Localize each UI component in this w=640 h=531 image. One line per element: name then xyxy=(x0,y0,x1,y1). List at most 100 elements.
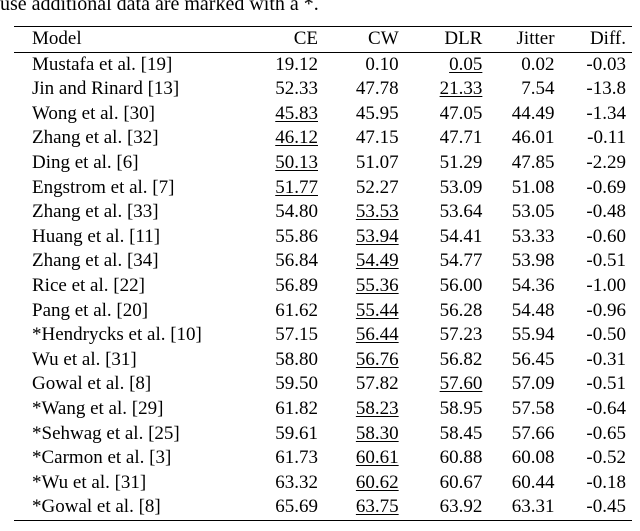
cw-cell: 45.95 xyxy=(355,102,399,124)
ce-cell: 65.69 xyxy=(275,496,318,518)
diff-cell: -0.51 xyxy=(586,250,626,272)
underlined-value: 55.44 xyxy=(355,299,399,321)
table-row: Rice et al. [22] 56.89 55.36 56.00 54.36 -1.0… xyxy=(14,274,632,299)
ce-cell: 59.50 xyxy=(275,373,318,395)
jitter-cell: 57.09 xyxy=(511,373,555,395)
model-cell: Wong et al. [30] xyxy=(32,102,155,124)
diff-cell: -0.18 xyxy=(586,471,626,493)
diff-cell: -0.64 xyxy=(586,397,626,419)
jitter-cell: 63.31 xyxy=(511,496,555,518)
table-row: Ding et al. [6] 50.13 51.07 51.29 47.85 -2.29 xyxy=(14,151,632,176)
table-row: Engstrom et al. [7] 51.77 52.27 53.09 51.08 -… xyxy=(14,176,632,201)
ce-cell: 61.82 xyxy=(275,397,318,419)
dlr-cell: 47.05 xyxy=(439,102,483,124)
diff-cell: -0.45 xyxy=(586,496,626,518)
diff-cell: -0.51 xyxy=(586,373,626,395)
cw-cell: 58.30 xyxy=(318,422,399,447)
cw-cell: 55.36 xyxy=(318,274,399,299)
underlined-value: 50.13 xyxy=(275,151,318,173)
table-row: Wong et al. [30] 45.83 45.95 47.05 44.49 -1.3… xyxy=(14,102,632,127)
diff-cell: -0.03 xyxy=(586,53,626,75)
model-cell: Wu et al. [31] xyxy=(32,348,137,370)
cw-cell: 60.61 xyxy=(318,446,399,471)
cw-cell: 47.15 xyxy=(355,127,399,149)
underlined-value: 60.62 xyxy=(355,471,399,493)
table-row: Huang et al. [11] 55.86 53.94 54.41 53.33 -0.… xyxy=(14,225,632,250)
model-cell: Huang et al. [11] xyxy=(32,225,161,247)
model-cell: Zhang et al. [34] xyxy=(32,250,159,272)
header-cw: CW xyxy=(368,28,399,49)
ce-cell: 46.12 xyxy=(240,126,318,151)
diff-cell: -1.00 xyxy=(586,274,626,296)
jitter-cell: 51.08 xyxy=(511,176,555,198)
diff-cell: -2.29 xyxy=(586,151,626,173)
jitter-cell: 53.98 xyxy=(511,250,555,272)
underlined-value: 21.33 xyxy=(439,78,483,100)
ce-cell: 50.13 xyxy=(240,151,318,176)
dlr-cell: 58.45 xyxy=(439,422,483,444)
jitter-cell: 56.45 xyxy=(511,348,555,370)
dlr-cell: 54.41 xyxy=(439,225,483,247)
model-cell: *Sehwag et al. [25] xyxy=(32,422,180,444)
underlined-value: 60.61 xyxy=(355,447,399,469)
dlr-cell: 51.29 xyxy=(439,151,483,173)
model-cell: *Hendrycks et al. [10] xyxy=(32,324,202,346)
jitter-cell: 57.58 xyxy=(511,397,555,419)
diff-cell: -0.69 xyxy=(586,176,626,198)
model-cell: *Wu et al. [31] xyxy=(32,471,147,493)
table-row: *Wu et al. [31] 63.32 60.62 60.67 60.44 -0.18 xyxy=(14,471,632,496)
jitter-cell: 44.49 xyxy=(511,102,555,124)
cw-cell: 47.78 xyxy=(355,78,399,100)
diff-cell: -0.11 xyxy=(587,127,626,149)
model-cell: *Wang et al. [29] xyxy=(32,397,164,419)
model-cell: Engstrom et al. [7] xyxy=(32,176,175,198)
underlined-value: 58.23 xyxy=(355,397,399,419)
dlr-cell: 53.09 xyxy=(439,176,483,198)
table-row: Gowal et al. [8] 59.50 57.82 57.60 57.09 -0.5… xyxy=(14,372,632,397)
diff-cell: -1.34 xyxy=(586,102,626,124)
cw-cell: 55.44 xyxy=(318,299,399,324)
jitter-cell: 57.66 xyxy=(511,422,555,444)
jitter-cell: 53.33 xyxy=(511,225,555,247)
header-diff: Diff. xyxy=(589,28,626,49)
cw-cell: 52.27 xyxy=(355,176,399,198)
ce-cell: 61.62 xyxy=(275,299,318,321)
ce-cell: 19.12 xyxy=(275,53,318,75)
ce-cell: 61.73 xyxy=(275,447,318,469)
dlr-cell: 57.23 xyxy=(439,324,483,346)
table-row: Mustafa et al. [19] 19.12 0.10 0.05 0.02 -0.0… xyxy=(14,52,632,77)
cw-cell: 56.76 xyxy=(318,348,399,373)
jitter-cell: 60.08 xyxy=(511,447,555,469)
ce-cell: 58.80 xyxy=(275,348,318,370)
cw-cell: 63.75 xyxy=(318,495,399,520)
diff-cell: -13.8 xyxy=(586,78,626,100)
jitter-cell: 53.05 xyxy=(511,201,555,223)
diff-cell: -0.31 xyxy=(586,348,626,370)
header-jitter: Jitter xyxy=(516,28,555,49)
table-row: *Carmon et al. [3] 61.73 60.61 60.88 60.08 -0… xyxy=(14,446,632,471)
results-table: Model CE CW DLR Jitter Diff. Mustafa et … xyxy=(14,26,632,521)
jitter-cell: 47.85 xyxy=(511,151,555,173)
table-row: Wu et al. [31] 58.80 56.76 56.82 56.45 -0.31 xyxy=(14,348,632,373)
dlr-cell: 53.64 xyxy=(439,201,483,223)
model-cell: Zhang et al. [32] xyxy=(32,127,159,149)
ce-cell: 52.33 xyxy=(275,78,318,100)
ce-cell: 55.86 xyxy=(275,225,318,247)
cw-cell: 57.82 xyxy=(355,373,399,395)
model-cell: Pang et al. [20] xyxy=(32,299,149,321)
underlined-value: 57.60 xyxy=(439,373,483,395)
underlined-value: 53.94 xyxy=(355,225,399,247)
ce-cell: 51.77 xyxy=(240,176,318,201)
dlr-cell: 56.28 xyxy=(439,299,483,321)
jitter-cell: 54.48 xyxy=(511,299,555,321)
header-ce: CE xyxy=(293,28,318,49)
model-cell: Mustafa et al. [19] xyxy=(32,53,173,75)
dlr-cell: 63.92 xyxy=(439,496,483,518)
underlined-value: 58.30 xyxy=(355,422,399,444)
dlr-cell: 56.00 xyxy=(439,274,483,296)
diff-cell: -0.96 xyxy=(586,299,626,321)
diff-cell: -0.60 xyxy=(586,225,626,247)
model-cell: *Carmon et al. [3] xyxy=(32,447,172,469)
diff-cell: -0.52 xyxy=(586,447,626,469)
dlr-cell: 58.95 xyxy=(439,397,483,419)
